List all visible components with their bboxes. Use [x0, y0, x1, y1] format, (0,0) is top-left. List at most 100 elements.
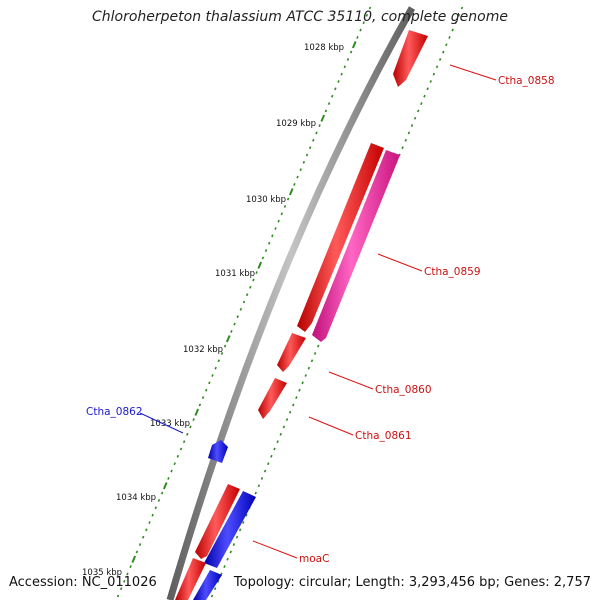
ruler-minor-tick: [286, 197, 290, 201]
gene-ctha-0861[interactable]: [258, 378, 287, 419]
ruler-minor-tick: [417, 109, 420, 113]
ruler-minor-tick: [273, 447, 276, 451]
topology-text: Topology: circular; Length: 3,293,456 bp…: [233, 575, 591, 590]
ruler-minor-tick: [210, 594, 214, 598]
ruler-minor-tick: [236, 315, 239, 319]
gene-label-ctha-0860[interactable]: Ctha_0860: [375, 384, 432, 396]
ruler-minor-tick: [438, 58, 442, 61]
ruler-minor-tick: [340, 72, 343, 76]
gene-label-ctha-0858[interactable]: Ctha_0858: [498, 75, 555, 87]
ruler-minor-tick: [252, 278, 255, 282]
ruler-minor-tick: [276, 440, 279, 444]
ruler-minor-tick: [135, 550, 139, 554]
ruler-minor-tick: [233, 322, 236, 326]
ruler-minor-tick: [119, 587, 123, 591]
ruler-minor-tick: [457, 13, 461, 17]
leader-moac: [252, 540, 298, 559]
ruler-minor-tick: [308, 146, 312, 150]
ruler-minor-tick: [334, 87, 337, 91]
gene-lower-red[interactable]: [175, 558, 206, 600]
ruler-minor-tick: [173, 462, 176, 466]
gene-ctha-0862[interactable]: [208, 440, 228, 463]
ruler-minor-tick: [271, 234, 274, 238]
ruler-minor-tick: [448, 35, 451, 39]
ruler-minor-tick: [313, 352, 317, 355]
ruler-minor-tick: [282, 425, 286, 429]
ruler-minor-tick: [170, 469, 173, 473]
ruler-minor-tick: [217, 359, 221, 363]
gene-labels: Ctha_0858 Ctha_0859 Ctha_0860 Ctha_0861 …: [86, 75, 555, 565]
ruler-minor-tick: [304, 374, 307, 377]
leader-ctha-0860: [328, 371, 374, 390]
ruler-minor-tick: [330, 94, 334, 98]
gene-ctha-0859[interactable]: [312, 150, 400, 342]
ruler-minor-tick: [292, 403, 295, 407]
ruler-minor-tick: [423, 94, 426, 98]
gene-lower-blue[interactable]: [193, 570, 222, 600]
gene-label-ctha-0862[interactable]: Ctha_0862: [86, 406, 143, 418]
ruler-minor-tick: [307, 366, 311, 370]
ruler-minor-tick: [293, 182, 296, 186]
gene-label-ctha-0861[interactable]: Ctha_0861: [355, 430, 412, 442]
ruler-minor-tick: [214, 366, 217, 370]
leader-ctha-0859: [377, 253, 423, 272]
ruler-major-tick: [131, 555, 137, 563]
ruler-minor-tick: [229, 550, 232, 554]
ruler-minor-tick: [242, 521, 245, 524]
ruler-minor-tick: [267, 462, 270, 466]
gene-blue-block[interactable]: [204, 491, 256, 568]
ruler-minor-tick: [223, 344, 227, 348]
ruler-minor-tick: [249, 285, 252, 289]
ruler-minor-tick: [235, 535, 239, 539]
ruler-minor-tick: [413, 116, 417, 120]
leader-ctha-0862: [139, 412, 184, 434]
ruler-minor-tick: [317, 344, 320, 348]
ruler-minor-tick: [160, 491, 164, 495]
ruler-minor-tick: [299, 168, 302, 172]
ruler-minor-tick: [129, 565, 132, 569]
ruler-minor-tick: [312, 138, 315, 142]
ruler-minor-tick: [263, 469, 267, 473]
ruler-minor-tick: [362, 21, 365, 25]
ruler-minor-tick: [186, 432, 189, 436]
gene-ctha-0858[interactable]: [393, 30, 428, 87]
ruler-minor-tick: [245, 513, 248, 517]
ruler-minor-tick: [176, 454, 180, 458]
ruler-minor-tick: [445, 43, 448, 47]
gene-moac[interactable]: [195, 484, 240, 559]
ruler-minor-tick: [182, 440, 186, 444]
ruler-minor-tick: [217, 579, 220, 583]
ruler-major-tick: [320, 114, 326, 122]
kbp-label: 1028 kbp: [304, 43, 344, 53]
ruler-minor-tick: [288, 410, 292, 414]
ruler-minor-tick: [154, 506, 158, 510]
ruler-minor-tick: [123, 579, 126, 583]
ruler-minor-tick: [404, 138, 407, 142]
kbp-label: 1031 kbp: [215, 269, 255, 279]
ruler-minor-tick: [141, 535, 145, 539]
gene-ctha-0860[interactable]: [277, 333, 306, 372]
kbp-label: 1035 kbp: [82, 568, 122, 578]
kbp-label: 1033 kbp: [150, 419, 190, 429]
ruler-minor-tick: [349, 50, 353, 54]
ruler-minor-tick: [279, 432, 282, 436]
gene-label-ctha-0859[interactable]: Ctha_0859: [424, 266, 481, 278]
gene-label-moac[interactable]: moaC: [299, 553, 329, 565]
ruler-minor-tick: [138, 543, 142, 546]
ruler-major-tick: [194, 408, 200, 416]
ruler-major-tick: [257, 261, 263, 269]
ruler-minor-tick: [454, 21, 457, 25]
ruler-minor-tick: [365, 13, 369, 17]
ruler-minor-tick: [257, 484, 261, 488]
ruler-minor-tick: [151, 513, 154, 517]
ruler-minor-tick: [343, 65, 347, 69]
ruler-minor-tick: [315, 131, 318, 135]
ruler-minor-tick: [239, 307, 243, 311]
gene-unlabeled[interactable]: [297, 143, 384, 332]
ruler-minor-tick: [337, 80, 340, 83]
ruler-minor-tick: [301, 381, 304, 385]
ruler-minor-tick: [346, 58, 350, 61]
ruler-minor-tick: [260, 476, 264, 480]
ruler-major-tick: [351, 41, 357, 49]
